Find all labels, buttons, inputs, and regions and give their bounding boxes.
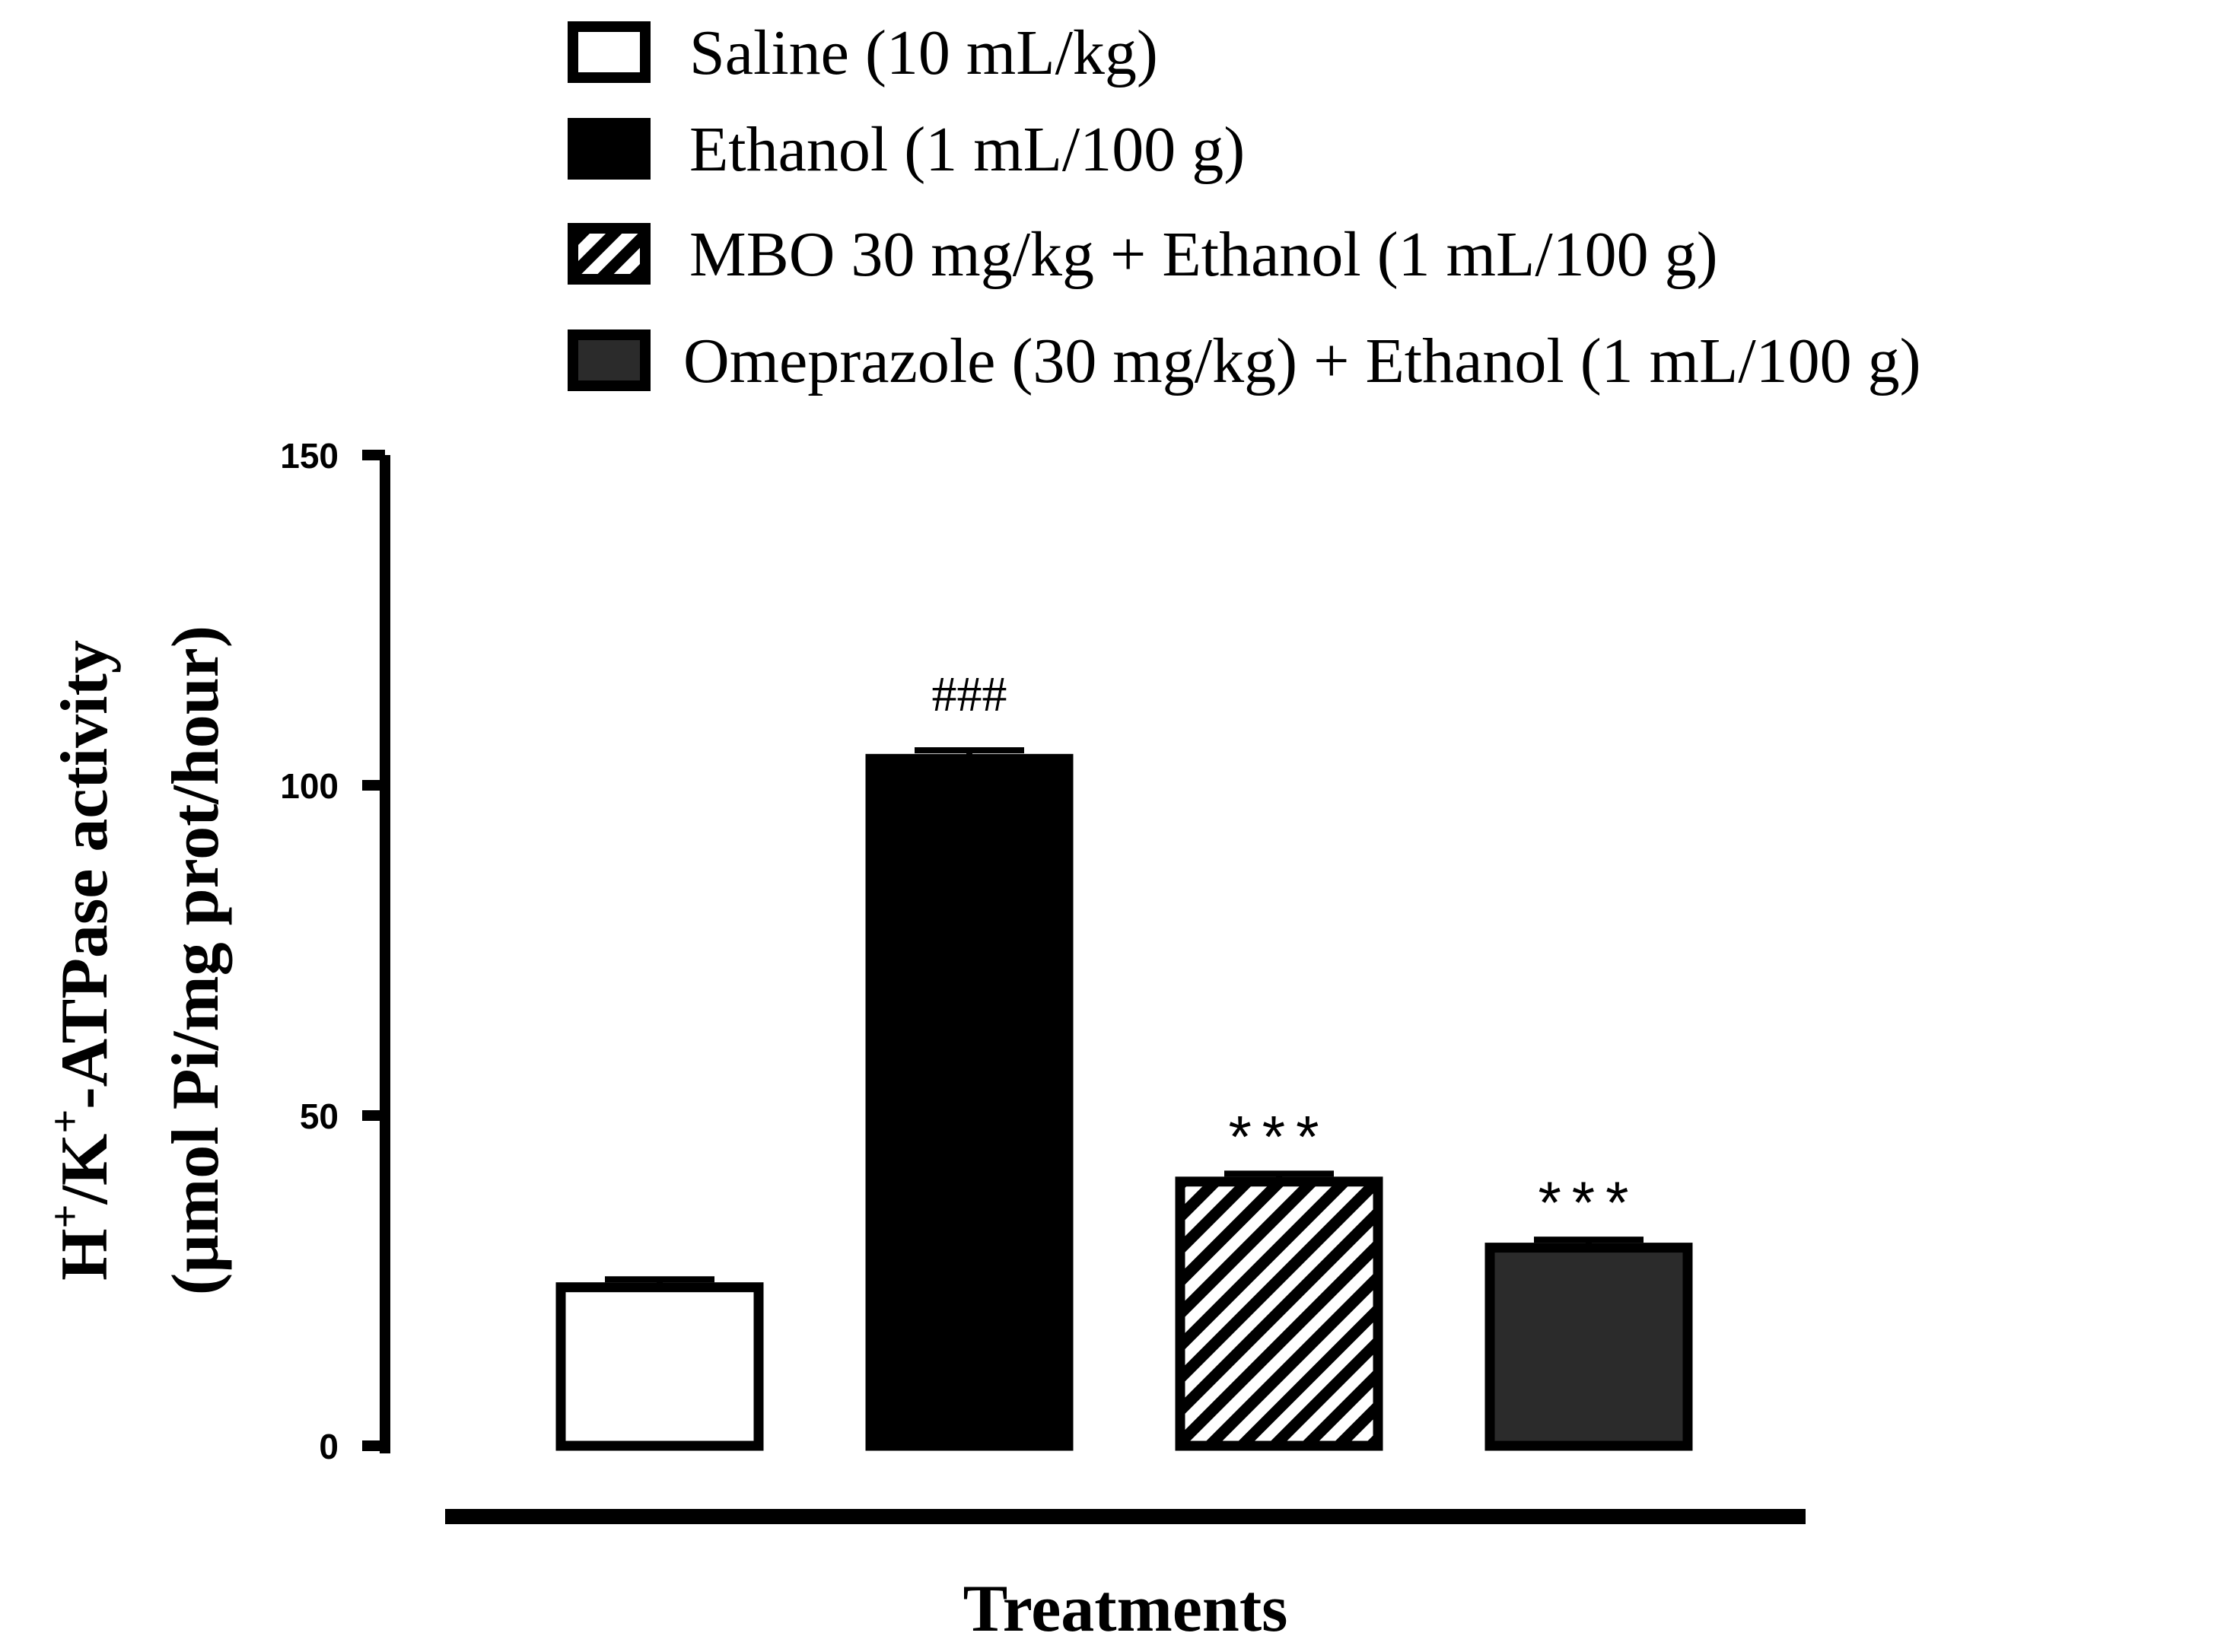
bar <box>865 753 1074 1451</box>
y-axis-title-line1: H+/K+-ATPase activity <box>42 640 122 1281</box>
legend-item: Omeprazole (30 mg/kg) + Ethanol (1 mL/10… <box>568 326 1921 396</box>
y-axis: 0 50 100 150 <box>280 436 390 1466</box>
bar <box>555 1282 764 1451</box>
legend-label: MBO 30 mg/kg + Ethanol (1 mL/100 g) <box>689 219 1718 290</box>
legend-label: Saline (10 mL/kg) <box>689 18 1158 88</box>
y-tick-label: 150 <box>280 436 339 476</box>
y-tick-label: 0 <box>319 1427 339 1466</box>
legend-swatch-mbo <box>568 223 651 285</box>
y-ticks: 0 50 100 150 <box>280 436 385 1466</box>
legend-label: Ethanol (1 mL/100 g) <box>689 114 1245 185</box>
x-axis-title: Treatments <box>963 1572 1288 1646</box>
y-tick-label: 100 <box>280 766 339 806</box>
bar <box>1484 1243 1693 1451</box>
bar <box>1175 1176 1383 1451</box>
legend-item: Saline (10 mL/kg) <box>568 18 1158 88</box>
legend-item: MBO 30 mg/kg + Ethanol (1 mL/100 g) <box>568 219 1718 290</box>
legend-swatch-ethanol <box>568 118 651 180</box>
significance-label: *** <box>1228 1103 1329 1170</box>
y-axis-title: H+/K+-ATPase activity (µmol Pi/mg prot/h… <box>42 625 233 1295</box>
legend-swatch-saline <box>568 21 651 83</box>
legend-swatch-omeprazole <box>568 329 651 391</box>
significance-label: ### <box>932 667 1007 722</box>
y-axis-title-line2: (µmol Pi/mg prot/hour) <box>159 625 233 1295</box>
bars: ### *** *** <box>555 667 1693 1451</box>
significance-label: *** <box>1538 1169 1639 1236</box>
legend: Saline (10 mL/kg) Ethanol (1 mL/100 g) M… <box>568 18 1921 396</box>
y-tick-label: 50 <box>300 1097 339 1136</box>
legend-item: Ethanol (1 mL/100 g) <box>568 114 1245 185</box>
x-axis: Treatments <box>445 1509 1806 1646</box>
legend-label: Omeprazole (30 mg/kg) + Ethanol (1 mL/10… <box>683 326 1921 396</box>
